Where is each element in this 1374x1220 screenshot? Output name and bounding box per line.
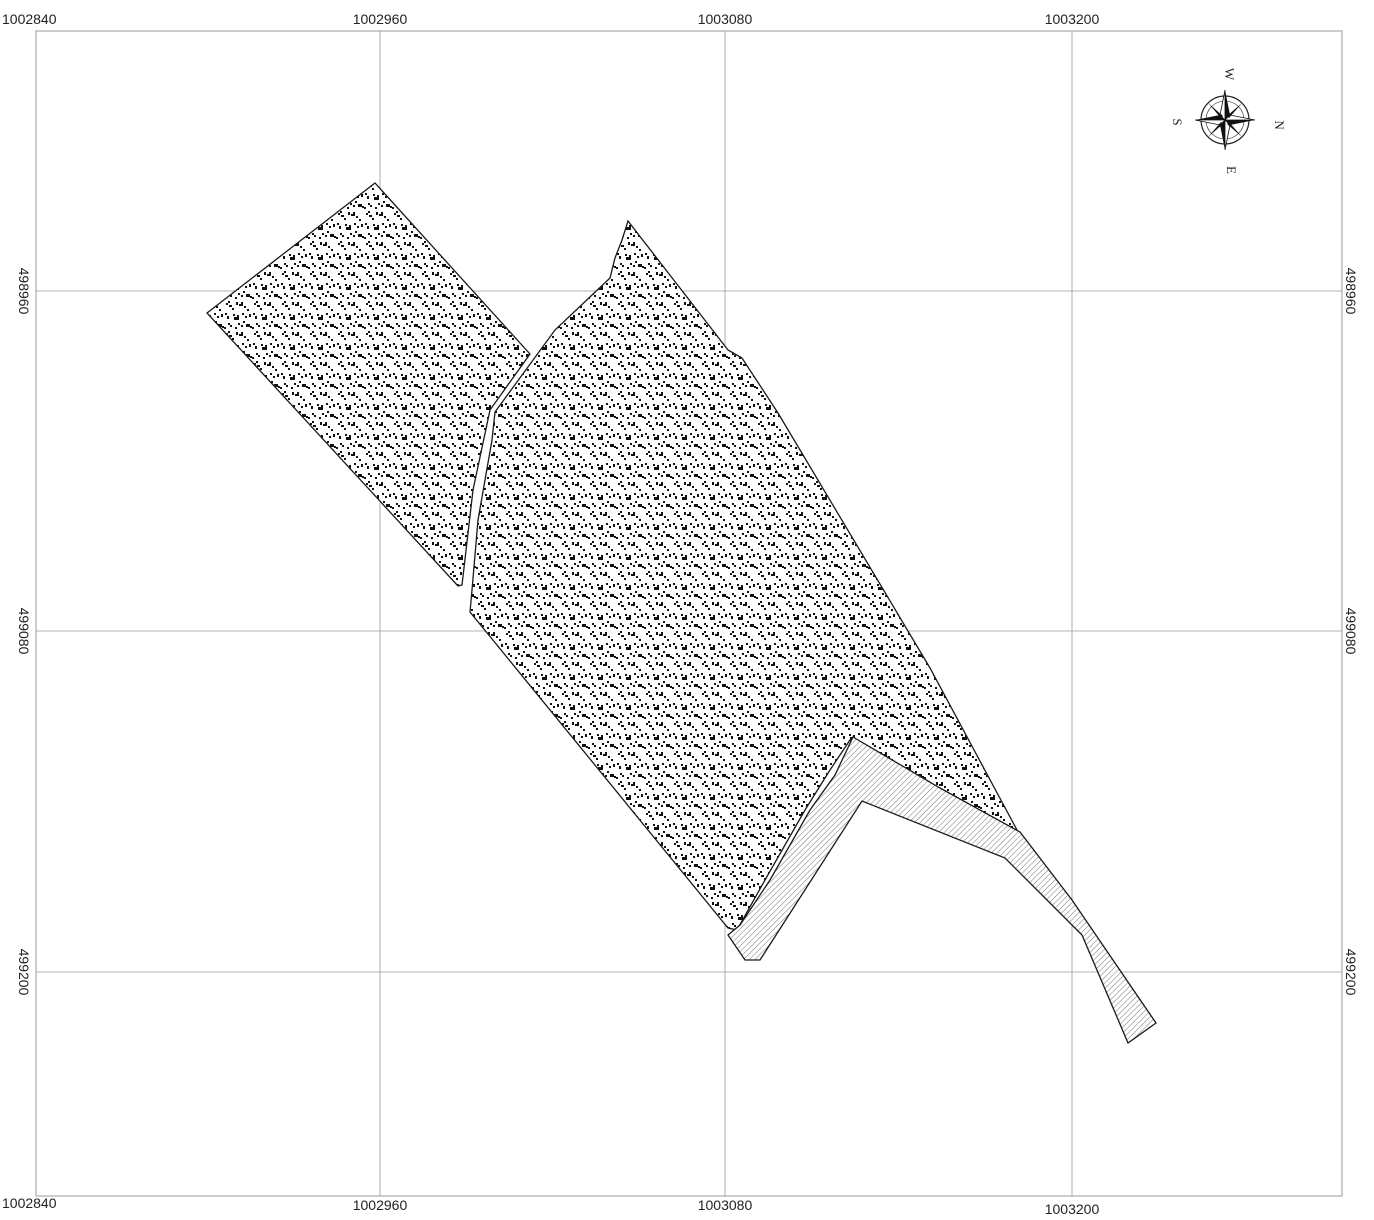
y-label-left: 498960 xyxy=(16,268,32,315)
x-label-bottom: 1003080 xyxy=(698,1197,753,1213)
y-label-left: 499200 xyxy=(16,949,32,996)
compass-north-label: N xyxy=(1272,120,1287,130)
compass-star-icon xyxy=(1194,89,1256,151)
x-label-bottom: 1003200 xyxy=(1045,1201,1100,1217)
parcel-hatched-strip[interactable] xyxy=(727,736,1157,1044)
x-label-top: 1003080 xyxy=(698,11,753,27)
x-label-bottom: 1002840 xyxy=(2,1195,57,1211)
y-label-left: 499080 xyxy=(16,608,32,655)
compass-south-label: S xyxy=(1170,118,1185,125)
parcel-vegetation-northwest[interactable] xyxy=(206,182,531,587)
x-axis-labels-bottom: 1002840 1002960 1003080 1003200 xyxy=(2,1195,1099,1217)
y-label-right: 498960 xyxy=(1343,268,1359,315)
compass-west-label: W xyxy=(1222,68,1237,81)
compass-east-label: E xyxy=(1224,166,1239,174)
x-label-top: 1003200 xyxy=(1045,11,1100,27)
y-axis-labels-left: 498960 499080 499200 xyxy=(16,268,32,996)
map-frame xyxy=(35,30,1343,1197)
compass-rose: N S E W xyxy=(1170,68,1287,174)
x-axis-labels-top: 1002840 1002960 1003080 1003200 xyxy=(2,11,1099,27)
y-label-right: 499200 xyxy=(1343,949,1359,996)
x-label-top: 1002840 xyxy=(2,11,57,27)
x-label-bottom: 1002960 xyxy=(353,1197,408,1213)
y-axis-labels-right: 498960 499080 499200 xyxy=(1343,268,1359,996)
y-label-right: 499080 xyxy=(1343,608,1359,655)
x-label-top: 1002960 xyxy=(353,11,408,27)
